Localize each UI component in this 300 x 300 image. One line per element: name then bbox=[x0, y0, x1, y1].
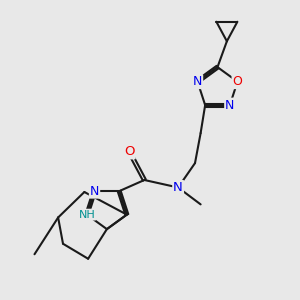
Text: NH: NH bbox=[79, 210, 95, 220]
Text: O: O bbox=[124, 146, 135, 158]
Text: O: O bbox=[232, 75, 242, 88]
Text: N: N bbox=[225, 99, 235, 112]
Text: N: N bbox=[90, 184, 99, 198]
Text: N: N bbox=[173, 181, 183, 194]
Text: N: N bbox=[193, 75, 202, 88]
